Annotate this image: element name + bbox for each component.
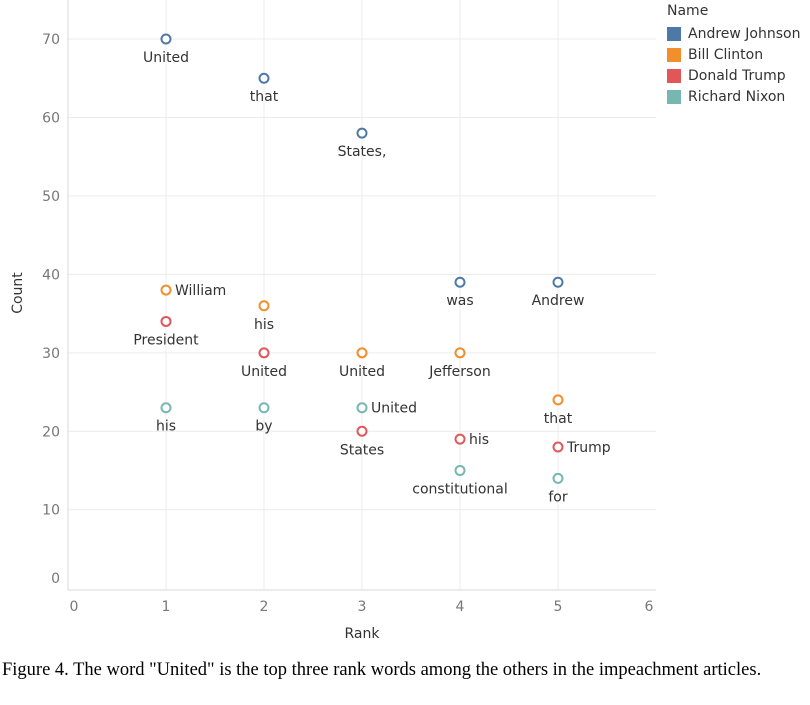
y-tick-label: 10 bbox=[42, 503, 60, 519]
legend-swatch bbox=[667, 26, 681, 41]
legend-item: Richard Nixon bbox=[667, 86, 800, 107]
data-point bbox=[454, 465, 466, 477]
axis-ticks: 0 10 20 30 40 50 60 70 0 1 2 3 4 5 6 bbox=[42, 32, 653, 615]
data-points bbox=[160, 33, 564, 484]
legend-swatch bbox=[667, 68, 681, 83]
data-label: William bbox=[175, 283, 226, 299]
data-point bbox=[454, 347, 466, 359]
data-point bbox=[552, 472, 564, 484]
data-point bbox=[552, 394, 564, 406]
figure-caption: Figure 4. The word "United" is the top t… bbox=[2, 660, 762, 680]
data-point bbox=[160, 315, 172, 327]
data-label: by bbox=[255, 419, 272, 435]
scatter-chart: 0 10 20 30 40 50 60 70 0 1 2 3 4 5 6 Rank Count United… bbox=[10, 0, 656, 642]
grid-lines bbox=[67, 0, 656, 591]
y-tick-label: 70 bbox=[42, 32, 60, 48]
legend-label: Andrew Johnson bbox=[688, 25, 801, 42]
data-label: his bbox=[469, 432, 489, 448]
data-label: Andrew bbox=[532, 293, 585, 309]
data-label: United bbox=[143, 50, 189, 66]
data-label: that bbox=[544, 411, 573, 427]
y-axis-title: Count bbox=[10, 272, 26, 314]
x-tick-label: 0 bbox=[70, 599, 79, 615]
y-tick-label: 50 bbox=[42, 189, 60, 205]
data-point bbox=[160, 402, 172, 414]
data-point bbox=[356, 425, 368, 437]
data-label: United bbox=[339, 364, 385, 380]
data-label: for bbox=[548, 489, 567, 505]
legend-item: Bill Clinton bbox=[667, 44, 800, 65]
legend-item: Donald Trump bbox=[667, 65, 800, 86]
data-point bbox=[258, 347, 270, 359]
x-tick-label: 4 bbox=[456, 599, 465, 615]
data-label: constitutional bbox=[412, 482, 507, 498]
x-tick-label: 1 bbox=[162, 599, 171, 615]
data-point bbox=[258, 72, 270, 84]
legend-label: Richard Nixon bbox=[688, 88, 786, 105]
legend-swatch bbox=[667, 47, 681, 62]
y-tick-label: 30 bbox=[42, 346, 60, 362]
data-point bbox=[454, 276, 466, 288]
x-tick-label: 5 bbox=[554, 599, 563, 615]
legend-item: Andrew Johnson bbox=[667, 23, 800, 44]
data-point bbox=[258, 402, 270, 414]
legend: Name Andrew Johnson Bill Clinton Donald Tr… bbox=[667, 3, 800, 107]
y-tick-label: 20 bbox=[42, 424, 60, 440]
x-tick-label: 6 bbox=[645, 599, 654, 615]
data-point bbox=[356, 127, 368, 139]
data-point bbox=[356, 402, 368, 414]
data-label: United bbox=[371, 401, 417, 417]
data-label: his bbox=[156, 419, 176, 435]
data-label: States bbox=[340, 442, 384, 458]
data-point bbox=[160, 284, 172, 296]
x-tick-label: 2 bbox=[260, 599, 269, 615]
data-label: Jefferson bbox=[428, 364, 491, 380]
point-labels: United that States, was Andrew William his Unit… bbox=[133, 50, 610, 505]
x-tick-label: 3 bbox=[358, 599, 367, 615]
y-tick-label: 60 bbox=[42, 110, 60, 126]
data-point bbox=[258, 300, 270, 312]
data-label: that bbox=[250, 89, 279, 105]
data-label: his bbox=[254, 317, 274, 333]
legend-items: Andrew Johnson Bill Clinton Donald Trump Ri… bbox=[667, 23, 800, 107]
data-point bbox=[160, 33, 172, 45]
data-label: was bbox=[446, 293, 473, 309]
data-label: States, bbox=[338, 144, 387, 160]
legend-title: Name bbox=[667, 3, 709, 19]
y-tick-label: 40 bbox=[42, 267, 60, 283]
data-point bbox=[356, 347, 368, 359]
y-tick-label: 0 bbox=[51, 571, 60, 587]
legend-swatch bbox=[667, 89, 681, 104]
data-label: United bbox=[241, 364, 287, 380]
x-axis-title: Rank bbox=[345, 626, 381, 642]
legend-label: Bill Clinton bbox=[688, 46, 764, 63]
data-label: Trump bbox=[566, 440, 611, 456]
data-point bbox=[552, 276, 564, 288]
data-point bbox=[454, 433, 466, 445]
legend-label: Donald Trump bbox=[688, 67, 786, 84]
data-label: President bbox=[133, 332, 199, 348]
data-point bbox=[552, 441, 564, 453]
